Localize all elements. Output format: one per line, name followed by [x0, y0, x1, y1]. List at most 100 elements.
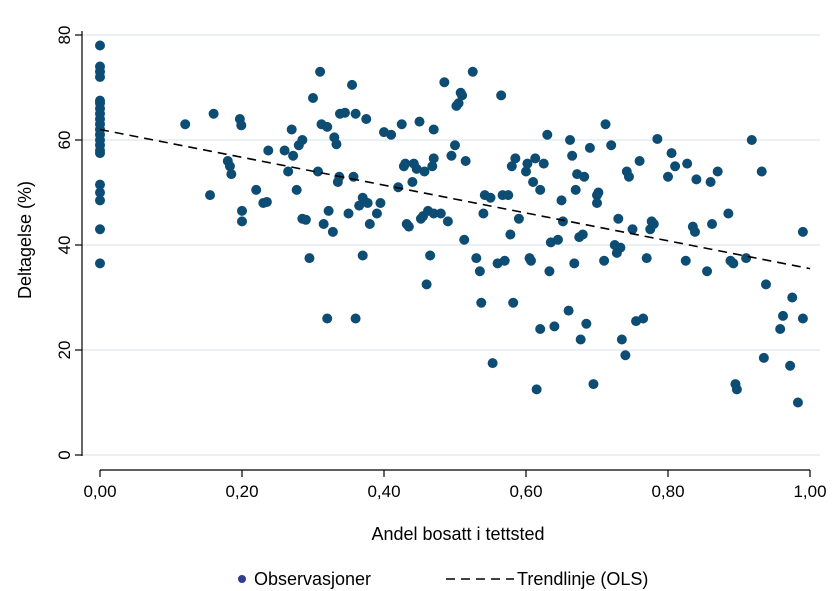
data-point: [549, 321, 560, 332]
data-point: [425, 250, 436, 261]
data-point: [308, 93, 318, 103]
legend-label-trend: Trendlinje (OLS): [517, 569, 648, 589]
data-point: [291, 184, 302, 195]
data-point: [95, 179, 105, 190]
data-point: [797, 313, 808, 324]
data-point: [428, 153, 439, 164]
data-point: [775, 324, 786, 334]
data-point: [785, 360, 796, 371]
x-axis: 0,00 0,20 0,40 0,60 0,80 1,00: [83, 469, 827, 501]
data-point: [288, 150, 299, 161]
data-point: [439, 77, 450, 88]
data-point: [682, 158, 693, 169]
data-point: [237, 205, 247, 216]
data-point: [557, 216, 568, 227]
data-point: [620, 350, 631, 361]
data-point: [510, 153, 521, 164]
data-point: [581, 318, 592, 329]
data-point: [505, 229, 516, 240]
x-tick-label: 0,40: [367, 482, 400, 501]
data-point: [535, 184, 546, 195]
data-point: [756, 166, 767, 177]
data-point: [797, 226, 808, 237]
data-point: [224, 161, 235, 172]
data-point: [428, 208, 439, 219]
data-point: [312, 166, 323, 177]
data-points: [95, 40, 808, 408]
data-point: [563, 305, 574, 316]
data-point: [728, 258, 739, 269]
data-point: [616, 334, 627, 345]
data-point: [552, 234, 563, 245]
data-point: [712, 166, 723, 177]
data-point: [237, 216, 247, 227]
data-point: [414, 116, 425, 127]
data-point: [652, 133, 663, 144]
data-point: [741, 253, 752, 264]
x-tick-label: 0,00: [83, 482, 116, 501]
data-point: [327, 226, 338, 237]
data-point: [236, 120, 247, 131]
data-point: [362, 198, 373, 208]
data-point: [691, 174, 702, 185]
data-point: [567, 150, 578, 161]
data-point: [600, 119, 611, 130]
data-point: [421, 279, 432, 290]
data-point: [364, 219, 375, 229]
data-point: [208, 108, 219, 119]
data-point: [457, 90, 468, 101]
data-point: [95, 72, 105, 82]
y-tick-label: 20: [55, 341, 74, 360]
data-point: [663, 171, 673, 182]
data-point: [542, 129, 553, 140]
data-point: [689, 226, 700, 237]
data-point: [323, 205, 334, 216]
data-point: [396, 119, 407, 130]
data-point: [279, 145, 290, 156]
data-point: [778, 310, 789, 321]
x-tick-label: 0,60: [509, 482, 542, 501]
data-point: [419, 166, 430, 177]
data-point: [354, 200, 365, 211]
data-point: [403, 221, 414, 232]
data-point: [343, 208, 354, 219]
data-point: [707, 219, 718, 229]
data-point: [300, 214, 311, 225]
data-point: [318, 219, 329, 229]
data-point: [400, 158, 411, 169]
data-point: [386, 129, 397, 140]
data-point: [648, 219, 659, 229]
data-point: [606, 140, 617, 151]
data-point: [446, 150, 457, 161]
data-point: [569, 258, 580, 269]
data-point: [361, 114, 372, 124]
data-point: [588, 379, 599, 390]
trend-line-group: [99, 128, 811, 270]
data-point: [322, 313, 333, 324]
data-point: [702, 266, 713, 277]
x-tick-label: 0,80: [651, 482, 684, 501]
data-point: [556, 195, 567, 206]
data-point: [584, 142, 595, 153]
data-point: [575, 334, 586, 345]
data-point: [251, 184, 262, 195]
data-point: [627, 224, 638, 235]
data-point: [593, 187, 604, 198]
data-point: [428, 124, 439, 135]
data-point: [613, 213, 624, 224]
data-point: [407, 177, 418, 187]
data-point: [95, 195, 105, 206]
data-point: [641, 253, 652, 264]
data-point: [471, 253, 482, 264]
data-point: [485, 192, 496, 203]
data-point: [371, 208, 382, 219]
data-point: [339, 107, 350, 118]
x-tick-label: 1,00: [793, 482, 826, 501]
data-point: [615, 242, 626, 253]
data-point: [95, 40, 105, 51]
data-point: [286, 124, 297, 135]
data-point: [496, 90, 507, 101]
gridlines: [82, 34, 820, 456]
data-point: [226, 169, 237, 180]
